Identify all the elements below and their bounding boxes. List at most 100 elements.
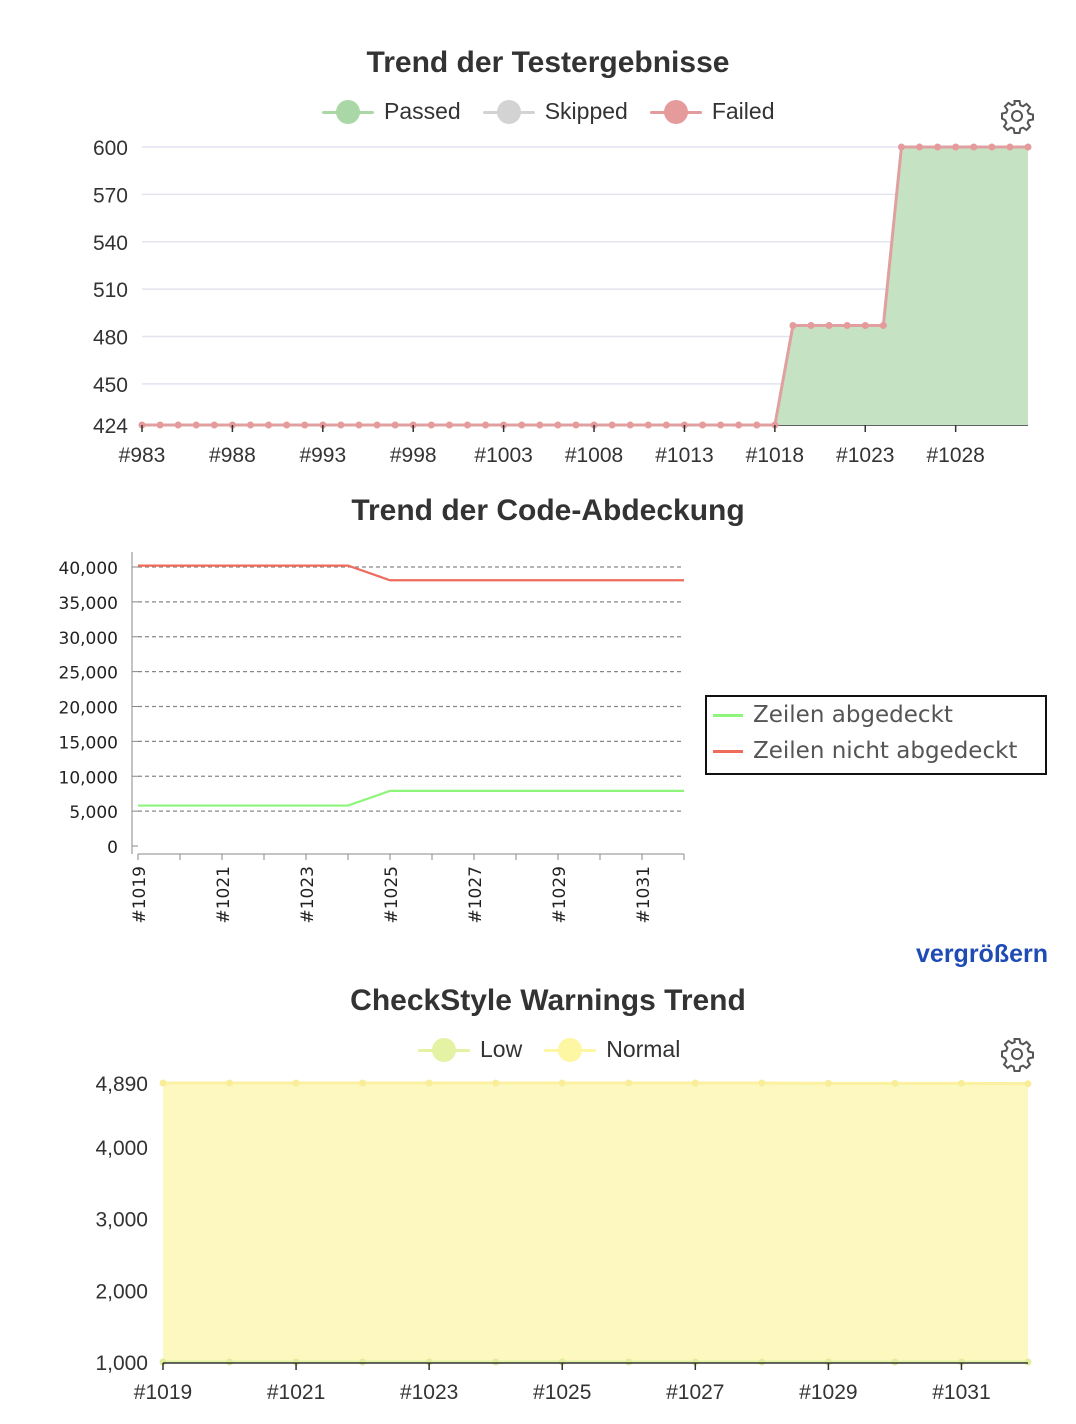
y-tick-label: 4,000 (95, 1137, 148, 1160)
data-point (482, 421, 490, 429)
test-trend-legend: Passed Skipped Failed (322, 98, 775, 125)
legend-label-low: Low (480, 1036, 523, 1062)
x-tick-label: #983 (119, 444, 166, 467)
y-tick-label: 2,000 (95, 1280, 148, 1303)
x-tick-label: #1008 (565, 444, 623, 467)
data-point (957, 1079, 965, 1087)
y-tick-label: 5,000 (69, 803, 118, 823)
gear-icon[interactable] (999, 98, 1035, 134)
legend-swatch-lines-not-covered (713, 749, 743, 753)
y-tick-label: 35,000 (59, 594, 118, 614)
legend-item-skipped[interactable]: Skipped (482, 98, 628, 125)
data-point (283, 421, 291, 429)
data-point (572, 421, 580, 429)
legend-label-lines-covered: Zeilen abgedeckt (753, 702, 953, 728)
data-point (879, 321, 887, 329)
data-point (337, 421, 345, 429)
legend-marker-skipped (482, 99, 535, 124)
data-point (425, 1079, 433, 1087)
series-area-passed (142, 147, 1028, 425)
y-tick-label: 570 (93, 184, 128, 207)
legend-swatch-lines-covered (713, 713, 743, 717)
data-point (644, 421, 652, 429)
data-point (554, 421, 562, 429)
y-tick-label: 450 (93, 374, 128, 397)
data-point (897, 143, 905, 151)
series-area-normal (163, 1083, 1028, 1362)
data-point (558, 1079, 566, 1087)
legend-item-passed[interactable]: Passed (322, 98, 461, 125)
y-tick-label: 15,000 (59, 733, 118, 753)
legend-item-failed[interactable]: Failed (649, 98, 775, 125)
x-tick-label: #1023 (400, 1381, 458, 1404)
data-point (891, 1358, 899, 1366)
x-tick-label: #1027 (466, 866, 486, 924)
y-tick-label: 540 (93, 232, 128, 255)
x-tick-label: #1021 (214, 866, 234, 924)
coverage-legend: Zeilen abgedeckt Zeilen nicht abgedeckt (705, 695, 1047, 775)
x-tick-label: #1018 (746, 444, 804, 467)
data-point (518, 421, 526, 429)
series-line-lines-not-covered (138, 564, 684, 582)
data-point (952, 143, 960, 151)
x-tick-label: #1019 (130, 866, 150, 924)
data-point (970, 143, 978, 151)
data-point (916, 143, 924, 151)
data-point (192, 421, 200, 429)
x-tick-label: #1028 (926, 444, 984, 467)
data-point (824, 1079, 832, 1087)
x-tick-label: #1013 (655, 444, 713, 467)
x-tick-label: #1029 (550, 866, 570, 924)
data-point (789, 321, 797, 329)
data-point (753, 421, 761, 429)
coverage-trend-chart: 0 5,000 10,000 15,000 20,000 25,000 30,000 35,0… (59, 552, 685, 924)
data-point (226, 1079, 234, 1087)
checkstyle-legend: Low Normal (418, 1036, 680, 1063)
y-tick-label: 10,000 (59, 768, 118, 788)
coverage-trend-title: Trend der Code-Abdeckung (351, 494, 745, 527)
data-point (265, 421, 273, 429)
data-point (536, 421, 544, 429)
x-tick-label: #1003 (474, 444, 532, 467)
y-tick-label: 30,000 (59, 629, 118, 649)
data-point (988, 143, 996, 151)
zoom-link[interactable]: vergrößern (916, 940, 1048, 968)
y-tick-label: 0 (107, 838, 118, 858)
legend-item-normal[interactable]: Normal (544, 1036, 680, 1063)
data-point (373, 421, 381, 429)
legend-item-lines-covered[interactable]: Zeilen abgedeckt (707, 697, 1045, 733)
y-tick-label: 424 (93, 415, 128, 438)
legend-item-lines-not-covered[interactable]: Zeilen nicht abgedeckt (707, 733, 1045, 769)
y-tick-label: 25,000 (59, 664, 118, 684)
y-tick-label: 600 (93, 137, 128, 160)
data-point (1024, 1358, 1032, 1366)
data-point (210, 421, 218, 429)
data-point (492, 1079, 500, 1087)
data-point (626, 421, 634, 429)
data-point (934, 143, 942, 151)
data-point (825, 321, 833, 329)
data-point (625, 1079, 633, 1087)
legend-marker-normal (544, 1037, 597, 1062)
data-point (226, 1358, 234, 1366)
data-point (445, 421, 453, 429)
x-tick-label: #1031 (932, 1381, 990, 1404)
checkstyle-trend-title: CheckStyle Warnings Trend (350, 984, 746, 1017)
data-point (758, 1079, 766, 1087)
data-point (691, 1079, 699, 1087)
x-tick-label: #1029 (799, 1381, 857, 1404)
y-tick-label: 40,000 (59, 559, 118, 579)
y-tick-label: 20,000 (59, 699, 118, 719)
legend-label-normal: Normal (606, 1036, 681, 1062)
x-tick-label: #1025 (382, 866, 402, 924)
legend-item-low[interactable]: Low (418, 1036, 522, 1063)
x-tick-label: #1019 (134, 1381, 192, 1404)
x-tick-label: #1023 (298, 866, 318, 924)
data-point (463, 421, 471, 429)
gear-icon[interactable] (999, 1036, 1035, 1072)
series-line-lines-covered (138, 789, 684, 807)
y-tick-label: 510 (93, 279, 128, 302)
data-point (861, 321, 869, 329)
x-tick-label: #1025 (533, 1381, 591, 1404)
